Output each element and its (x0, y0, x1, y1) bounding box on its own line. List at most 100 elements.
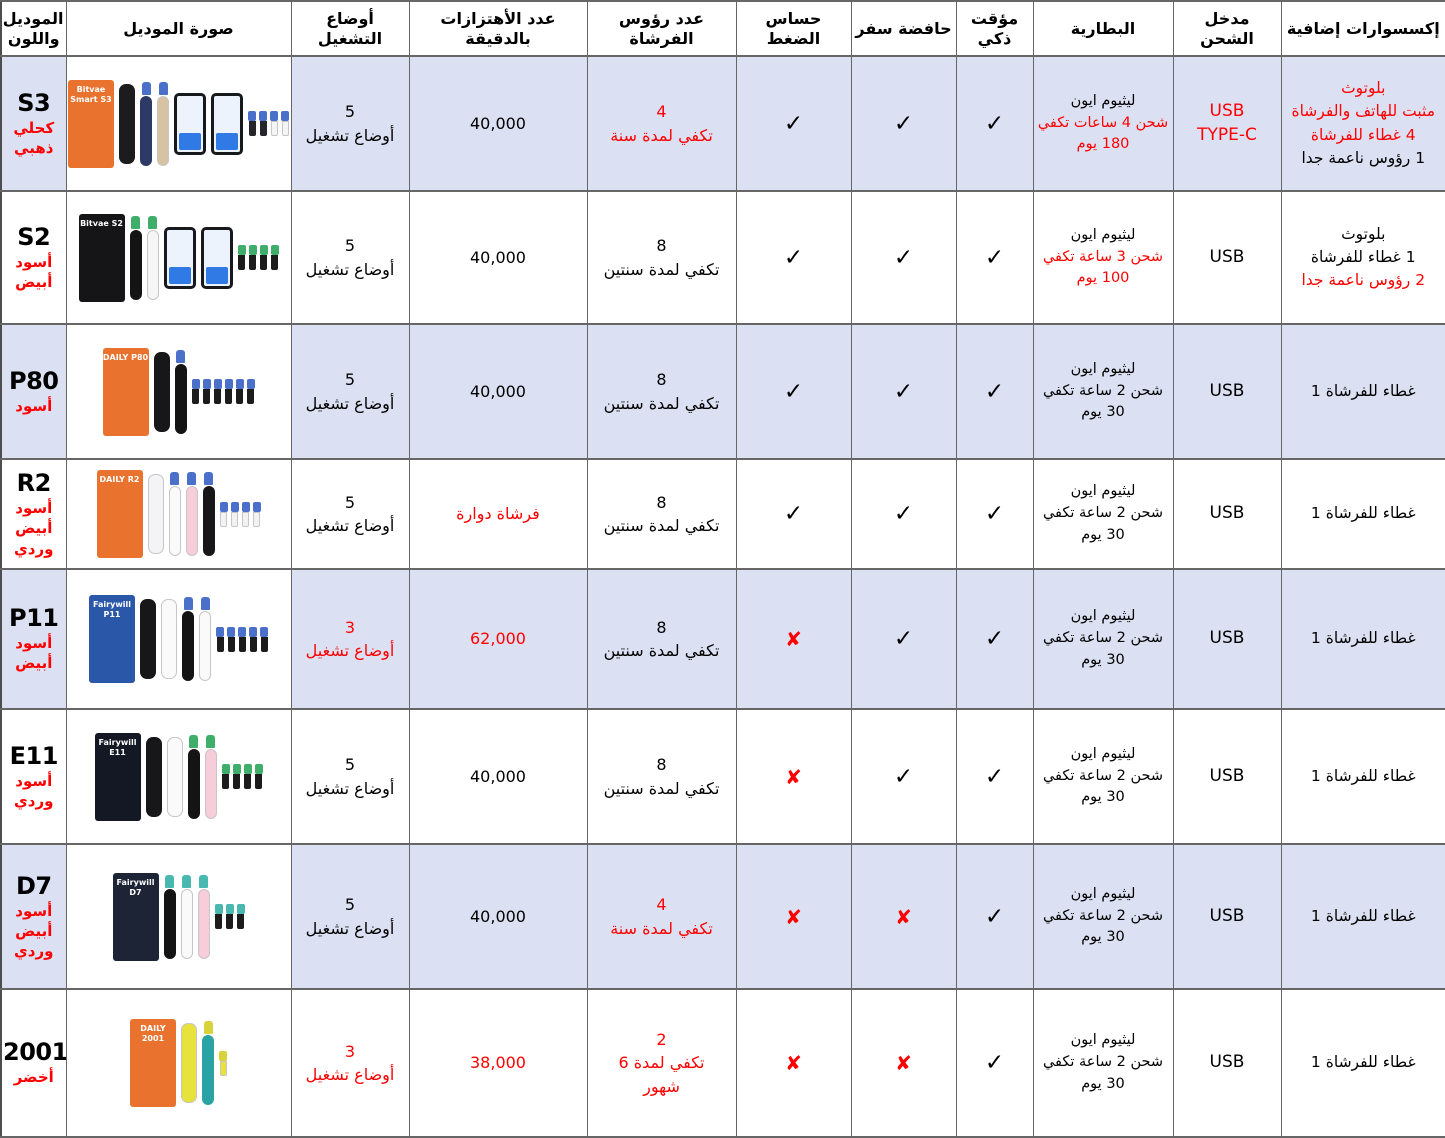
model-color-label: أبيض (15, 921, 53, 940)
model-color-label: وردي (14, 942, 54, 961)
phone (200, 226, 233, 289)
accessories-cell: غطاء للفرشاة 1 (1280, 708, 1445, 845)
brush-head-bristle (214, 904, 223, 914)
cell-line: 1 رؤوس ناعمة جدا (1301, 148, 1426, 167)
brush-head (259, 245, 268, 270)
brush-head-bristle (221, 764, 230, 774)
brush-heads-group (191, 379, 255, 404)
brush-head-bristle (281, 111, 289, 121)
brush-head-stem (231, 511, 238, 527)
brush-head (214, 904, 223, 929)
bristle-icon (148, 215, 157, 229)
accessories-cell: غطاء للفرشاة 1 (1280, 843, 1445, 990)
cell-line: 8 (656, 236, 667, 256)
brush-head-bristle (202, 379, 211, 389)
travel-case (140, 599, 156, 679)
product-row-S3: S3 كحلي ذهبي Bitvae Smart S3 5 أوضاع تشغيل 40,… (0, 55, 1445, 192)
brush-head (236, 904, 245, 929)
cell-line: تكفي لمدة سنة (610, 125, 713, 145)
brush-head (248, 245, 257, 270)
brush-head-bristle (191, 379, 200, 389)
brush-heads-group (248, 111, 289, 136)
product-image-cell: DAILY P80 (65, 323, 292, 460)
bristle-icon (158, 81, 168, 95)
brush-head (281, 111, 289, 136)
model-name: S3 (17, 88, 51, 117)
vibrations-cell: 40,000 (408, 323, 588, 460)
bristle-icon (182, 874, 191, 888)
brush-head (260, 626, 268, 652)
cell-line: 40,000 (470, 247, 526, 267)
bristle-icon (189, 734, 198, 748)
brush-head-stem (238, 255, 245, 270)
travel-case-check-icon: ✓ (850, 568, 957, 710)
cell-line: غطاء للفرشاة 1 (1310, 906, 1416, 925)
brush-heads-cell: 8 تكفي لمدة سنتين (586, 458, 737, 570)
brush-head-stem (220, 511, 227, 527)
vibrations-cell: 40,000 (408, 843, 588, 990)
modes-cell: 5 أوضاع تشغيل (290, 708, 410, 845)
cell-line: ليثيوم ايون (1070, 608, 1136, 625)
brush-head-stem (270, 121, 278, 136)
brush-handle (129, 229, 142, 300)
brush-head-bristle (270, 111, 278, 121)
product-photo: DAILY 2001 (69, 992, 289, 1134)
charge-port-cell: USB TYPE-C (1172, 55, 1282, 192)
model-cell: D7 أسود أبيض وردي (0, 843, 67, 990)
model-color-label: أبيض (15, 272, 53, 291)
accessories-cell: غطاء للفرشاة 1 (1280, 323, 1445, 460)
cell-line: أوضاع تشغيل (305, 641, 395, 660)
brush-head-stem (227, 636, 235, 652)
model-name: D7 (15, 871, 52, 900)
bristle-icon (200, 597, 210, 610)
vibrations-cell: فرشاة دوارة (408, 458, 588, 570)
phone-screen (177, 95, 203, 152)
product-photo: DAILY P80 (69, 327, 289, 456)
col-header-modes: أوضاع التشغيل (290, 0, 410, 57)
travel-case-check-icon: ✓ (850, 190, 957, 325)
model-name: R2 (16, 469, 52, 498)
product-photo: Bitvae Smart S3 (68, 59, 289, 188)
travel-case (145, 736, 162, 817)
col-header-travel-case: حافضة سفر (850, 0, 957, 57)
bristle-icon (170, 472, 179, 485)
brush-head-bristle (227, 626, 235, 637)
vibrations-cell: 40,000 (408, 708, 588, 845)
brush-heads-group (216, 626, 268, 652)
cell-line: 8 (656, 617, 667, 637)
brush-handle (157, 95, 169, 166)
col-header-charge-port: مدخل الشحن (1172, 0, 1282, 57)
smart-timer-check-icon: ✓ (955, 55, 1034, 192)
brush-head-stem (238, 636, 246, 652)
model-color-label: أسود (15, 252, 53, 271)
brush-handle (202, 486, 215, 556)
cell-line: غطاء للفرشاة 1 (1310, 381, 1416, 400)
vibrations-cell: 40,000 (408, 55, 588, 192)
cell-line: 62,000 (470, 629, 526, 649)
brush-head (259, 111, 267, 136)
cell-line: 40,000 (470, 113, 526, 133)
cell-line: 5 (344, 102, 356, 122)
product-row-P80: P80 أسود DAILY P80 5 أوضاع تشغيل 40,000 8 تكفي … (0, 323, 1445, 460)
model-color-label: وردي (14, 539, 54, 558)
brush-head-stem (253, 511, 260, 527)
cell-line: ليثيوم ايون (1070, 483, 1136, 500)
cell-line: 1 غطاء للفرشاة (1310, 247, 1416, 266)
brush-head (252, 501, 261, 527)
brush-handle (168, 486, 181, 556)
vibrations-cell: 38,000 (408, 988, 588, 1138)
brush-heads-cell: 2 تكفي لمدة 6 شهور (586, 988, 737, 1138)
toothbrush (197, 874, 210, 959)
cell-line: 5 (344, 492, 356, 512)
cell-line: USB (1209, 100, 1245, 121)
smart-timer-check-icon: ✓ (955, 190, 1034, 325)
cell-line: USB (1209, 905, 1245, 926)
toothbrush (204, 734, 217, 819)
product-photo: Bitvae S2 (69, 194, 289, 321)
toothbrush (129, 215, 142, 300)
product-photo: DAILY R2 (69, 462, 289, 566)
brush-heads-cell: 8 تكفي لمدة سنتين (586, 708, 737, 845)
brush-heads-cell: 8 تكفي لمدة سنتين (586, 190, 737, 325)
model-color-label: وردي (14, 791, 54, 810)
